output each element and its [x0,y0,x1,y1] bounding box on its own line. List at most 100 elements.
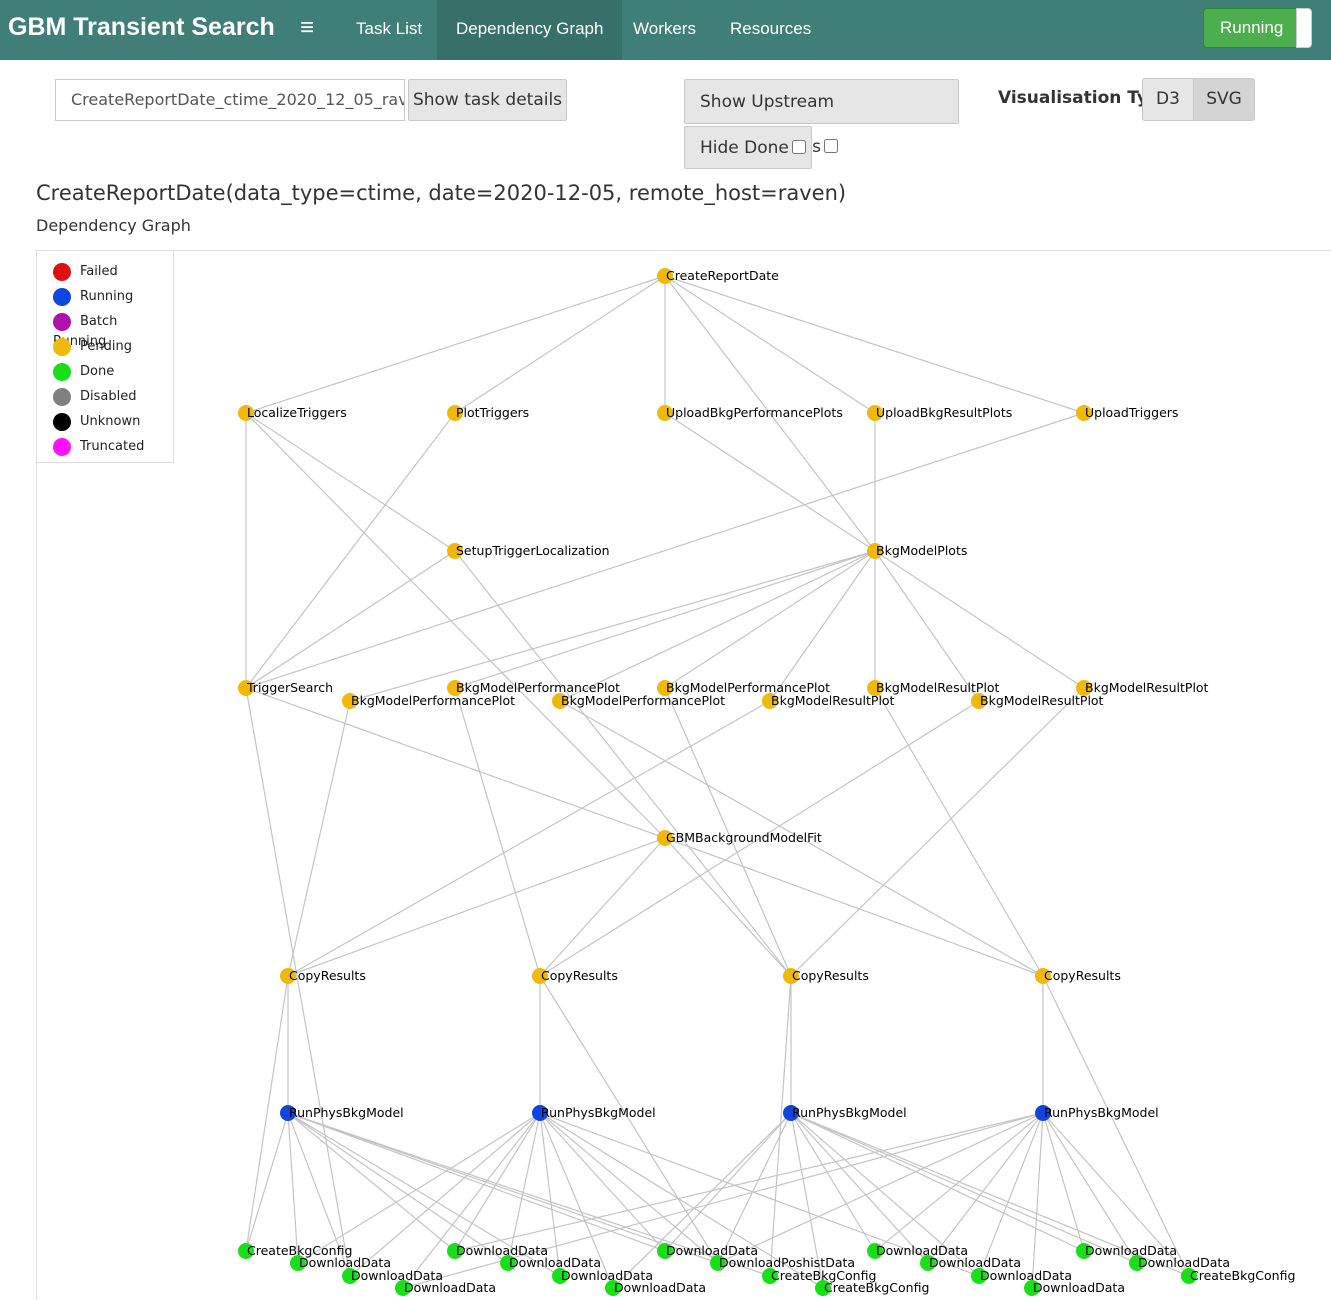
hide-done-toggle[interactable]: Hide Done [684,126,812,169]
node-label[interactable]: LocalizeTriggers [247,405,347,420]
node-status-dot[interactable] [1129,1255,1145,1271]
node-label[interactable]: DownloadData [1085,1243,1177,1258]
node-status-dot[interactable] [762,1268,778,1284]
node-label[interactable]: DownloadData [614,1280,706,1295]
node-status-dot[interactable] [867,405,883,421]
node-label[interactable]: UploadBkgPerformancePlots [666,405,843,420]
node-status-dot[interactable] [532,1105,548,1121]
node-label[interactable]: DownloadData [509,1255,601,1270]
node-label[interactable]: DownloadData [980,1268,1072,1283]
graph-node[interactable]: DownloadData [1024,1280,1125,1296]
node-status-dot[interactable] [500,1255,516,1271]
node-status-dot[interactable] [238,405,254,421]
node-status-dot[interactable] [657,1243,673,1259]
graph-node[interactable]: RunPhysBkgModel [532,1105,656,1121]
node-status-dot[interactable] [552,693,568,709]
node-label[interactable]: BkgModelPerformancePlot [351,693,515,708]
node-status-dot[interactable] [971,693,987,709]
tab-workers[interactable]: Workers [633,19,696,38]
node-status-dot[interactable] [447,1243,463,1259]
node-label[interactable]: RunPhysBkgModel [289,1105,404,1120]
node-label[interactable]: CreateBkgConfig [1190,1268,1295,1283]
graph-node[interactable]: CopyResults [1035,968,1121,984]
node-label[interactable]: BkgModelPerformancePlot [666,680,830,695]
status-toggle[interactable] [1296,8,1312,48]
graph-node[interactable]: RunPhysBkgModel [1035,1105,1159,1121]
graph-node[interactable]: SetupTriggerLocalization [447,543,610,559]
node-status-dot[interactable] [447,680,463,696]
tab-dependency-graph[interactable]: Dependency Graph [437,0,623,60]
graph-node[interactable]: CreateBkgConfig [238,1243,352,1259]
graph-node[interactable]: DownloadData [605,1280,706,1296]
show-upstream-toggle[interactable]: Show Upstream Dependencies [684,79,959,157]
node-status-dot[interactable] [238,680,254,696]
node-label[interactable]: DownloadData [456,1243,548,1258]
node-status-dot[interactable] [342,693,358,709]
node-status-dot[interactable] [867,1243,883,1259]
graph-node[interactable]: DownloadData [657,1243,758,1259]
scheduler-status-button[interactable]: Running [1203,8,1312,48]
node-label[interactable]: CopyResults [541,968,618,983]
graph-node[interactable]: DownloadData [971,1268,1072,1284]
node-status-dot[interactable] [657,830,673,846]
graph-node[interactable]: BkgModelPerformancePlot [657,680,830,696]
node-label[interactable]: BkgModelPerformancePlot [561,693,725,708]
node-label[interactable]: BkgModelResultPlot [771,693,895,708]
node-label[interactable]: CopyResults [289,968,366,983]
node-status-dot[interactable] [1076,680,1092,696]
node-status-dot[interactable] [971,1268,987,1284]
node-label[interactable]: BkgModelResultPlot [876,680,1000,695]
node-status-dot[interactable] [552,1268,568,1284]
node-label[interactable]: BkgModelResultPlot [980,693,1104,708]
node-label[interactable]: DownloadData [876,1243,968,1258]
graph-node[interactable]: DownloadData [447,1243,548,1259]
node-label[interactable]: RunPhysBkgModel [1044,1105,1159,1120]
node-label[interactable]: RunPhysBkgModel [792,1105,907,1120]
node-label[interactable]: CopyResults [792,968,869,983]
node-status-dot[interactable] [710,1255,726,1271]
node-label[interactable]: CopyResults [1044,968,1121,983]
node-status-dot[interactable] [290,1255,306,1271]
node-status-dot[interactable] [657,680,673,696]
node-label[interactable]: UploadBkgResultPlots [876,405,1012,420]
node-label[interactable]: SetupTriggerLocalization [456,543,610,558]
graph-node[interactable]: DownloadData [1129,1255,1230,1271]
node-status-dot[interactable] [783,968,799,984]
node-label[interactable]: BkgModelResultPlot [1085,680,1209,695]
node-label[interactable]: CreateBkgConfig [824,1280,929,1295]
node-label[interactable]: CreateBkgConfig [247,1243,352,1258]
task-id-input[interactable]: CreateReportDate_ctime_2020_12_05_raven [55,79,405,121]
node-status-dot[interactable] [1035,1105,1051,1121]
graph-node[interactable]: BkgModelPerformancePlot [552,693,725,709]
graph-node[interactable]: DownloadData [395,1280,496,1296]
graph-node[interactable]: DownloadData [867,1243,968,1259]
node-label[interactable]: RunPhysBkgModel [541,1105,656,1120]
graph-node[interactable]: CreateBkgConfig [1181,1268,1295,1284]
node-status-dot[interactable] [280,968,296,984]
node-status-dot[interactable] [657,405,673,421]
node-status-dot[interactable] [1076,1243,1092,1259]
node-status-dot[interactable] [342,1268,358,1284]
node-status-dot[interactable] [532,968,548,984]
node-status-dot[interactable] [1035,968,1051,984]
node-status-dot[interactable] [657,268,673,284]
node-status-dot[interactable] [605,1280,621,1296]
node-status-dot[interactable] [867,680,883,696]
vis-svg-button[interactable]: SVG [1193,78,1255,121]
node-label[interactable]: BkgModelPlots [876,543,967,558]
show-task-details-button[interactable]: Show task details [408,79,567,121]
graph-node[interactable]: BkgModelResultPlot [867,680,1000,696]
graph-node[interactable]: BkgModelResultPlot [762,693,895,709]
node-status-dot[interactable] [815,1280,831,1296]
node-status-dot[interactable] [1181,1268,1197,1284]
node-label[interactable]: DownloadData [404,1280,496,1295]
graph-node[interactable]: UploadTriggers [1076,405,1178,421]
graph-node[interactable]: CreateBkgConfig [815,1280,929,1296]
graph-node[interactable]: TriggerSearch [238,680,333,696]
node-label[interactable]: DownloadData [561,1268,653,1283]
hide-done-checkbox[interactable] [791,140,806,154]
node-status-dot[interactable] [783,1105,799,1121]
show-upstream-checkbox[interactable] [823,139,838,153]
node-status-dot[interactable] [1024,1280,1040,1296]
node-label[interactable]: GBMBackgroundModelFit [666,830,822,845]
